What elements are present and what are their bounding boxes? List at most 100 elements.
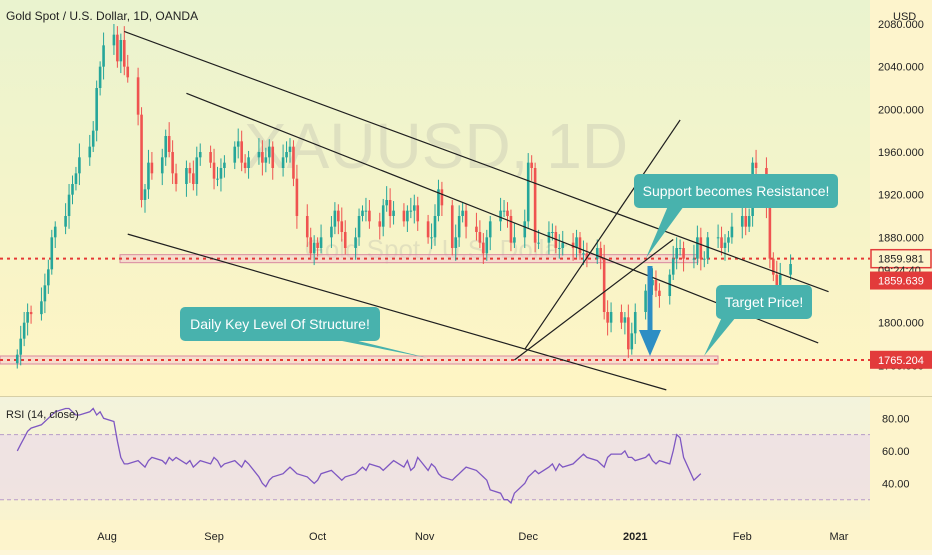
candle-body [551,232,554,233]
candle-body [364,210,368,212]
callout-structure-text: Daily Key Level Of Structure! [190,316,370,332]
candle-body [281,157,285,168]
candle-body [67,194,71,216]
candle-body [243,162,247,168]
candle-body [74,173,78,184]
target-arrow-head [639,330,661,356]
price-axis-label: 1880.000 [878,232,924,244]
candle-body [557,248,561,249]
candle-body [768,205,772,259]
candle-body [98,66,102,88]
candle-body [702,258,706,260]
candle-body [47,269,50,286]
time-axis-label: 2021 [623,531,647,543]
candle-body [354,237,357,248]
candle-body [437,189,440,216]
key-level-bands [0,254,870,365]
candle-body [778,274,782,286]
candle-body [530,162,533,168]
candle-body [240,141,243,163]
time-axis-pane[interactable] [0,520,932,550]
candle-body [571,242,575,248]
candle-body [15,354,19,364]
candle-body [578,237,582,254]
candle-body [457,216,461,238]
candle-body [122,40,126,67]
price-tag-text: 1765.204 [878,355,924,367]
price-tag-text: 1859.981 [878,254,924,266]
candle-body [488,221,492,238]
candle-body [575,237,578,248]
candle-body [775,274,779,286]
time-axis: Aug Sep Oct Nov Dec 2021 Feb Mar [97,531,848,543]
candle-body [440,189,444,206]
callout-target-pointer [704,317,736,356]
down-channel-lower-line [127,233,667,391]
candle-body [723,242,727,248]
candle-body [730,226,734,238]
candle-body [502,210,506,212]
callout-resistance-text: Support becomes Resistance! [643,183,830,199]
candle-body [409,210,413,212]
candle-body [316,242,319,248]
candle-body [267,146,271,158]
candle-body [509,216,513,243]
candle-body [533,168,537,243]
candle-body [696,237,699,259]
price-axis-label: 2080.000 [878,19,924,31]
candle-body [143,189,147,200]
time-axis-label: Nov [415,531,435,543]
candle-body [337,210,340,222]
trend-lines [124,30,829,391]
up-channel-upper-line [524,119,681,350]
callout-target-box [716,285,812,319]
candle-body [595,248,599,259]
candle-body [633,312,637,334]
candle-body [116,34,119,62]
candle-body [40,301,43,315]
candle-body [682,248,685,259]
price-tag-text: 1859.639 [878,276,924,288]
candle-body [216,178,219,180]
candle-body [412,205,416,211]
down-channel-upper-line [124,30,829,293]
candle-body [29,312,33,315]
candle-body [150,162,154,174]
candle-body [119,40,123,62]
candle-body [744,216,748,227]
candle-body [454,237,458,248]
candle-body [22,322,26,339]
candle-body [416,205,420,222]
candle-body [388,200,392,216]
candle-body [71,184,74,195]
time-axis-label: Mar [829,531,848,543]
candle-body [716,237,720,239]
candle-body [754,162,758,168]
annotation-callouts: Support becomes Resistance! Target Price!… [180,174,838,358]
candle-body [706,237,710,259]
candle-body [433,216,437,238]
candle-body [95,88,98,131]
candle-body [513,237,516,243]
candle-body [195,157,199,184]
candle-body [78,157,81,174]
candle-body [171,152,174,174]
candle-body [740,216,744,227]
candle-body [554,232,558,248]
rsi-axis-label: 40.00 [882,478,910,490]
candle-body [620,312,623,323]
candle-body [585,253,589,259]
time-axis-label: Aug [97,531,117,543]
candle-body [88,146,92,158]
candle-body [526,162,530,222]
candle-body [53,226,57,238]
candle-body [482,242,485,254]
time-axis-label: Dec [518,531,538,543]
candle-body [312,242,316,254]
candle-body [368,210,371,222]
price-axis: 2080.000 2040.000 2000.000 1960.000 1920.000… [878,19,924,372]
time-axis-label: Oct [309,531,326,543]
candle-body [102,45,105,67]
